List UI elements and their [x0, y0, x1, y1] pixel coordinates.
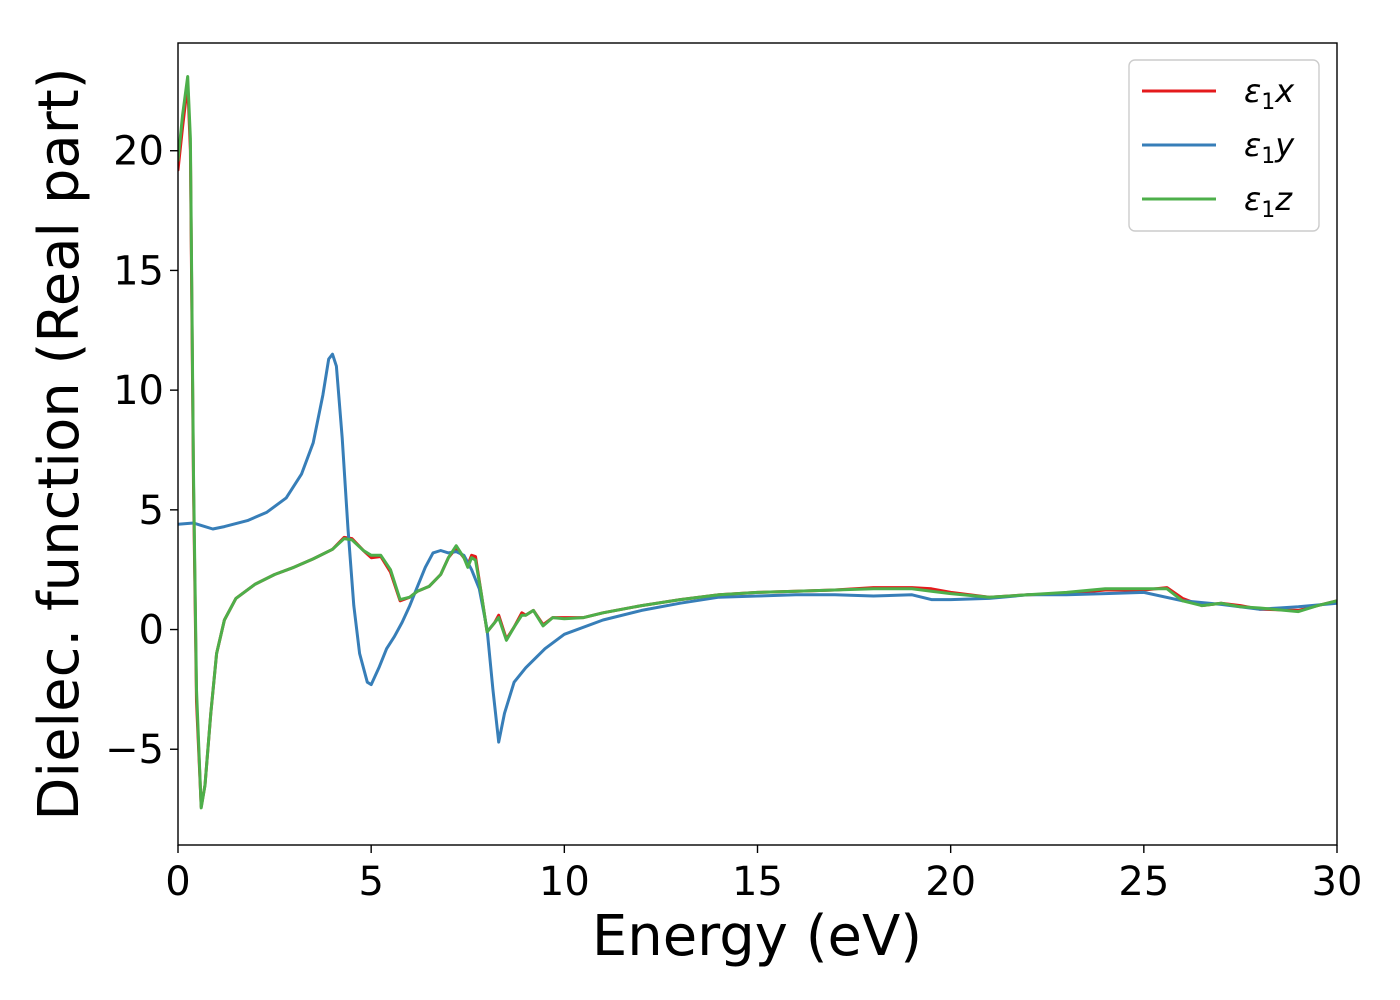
x-tick-label: 0	[165, 859, 190, 905]
series-line-y	[178, 352, 1337, 744]
x-tick-label: 20	[925, 859, 976, 905]
y-tick-label: −5	[105, 727, 164, 773]
y-tick-label: 10	[113, 368, 164, 414]
y-axis-ticks: −5 0 5 10 15 20	[105, 129, 178, 773]
y-tick-label: 5	[139, 488, 164, 534]
y-tick-label: 0	[139, 608, 164, 654]
y-tick-label: 15	[113, 248, 164, 294]
x-axis-ticks: 0 5 10 15 20 25 30	[165, 845, 1362, 905]
series-lines	[178, 75, 1337, 810]
y-tick-label: 20	[113, 129, 164, 175]
x-tick-label: 30	[1312, 859, 1363, 905]
x-axis-label: Energy (eV)	[592, 904, 922, 969]
x-tick-label: 25	[1118, 859, 1169, 905]
legend-label-z: ε1z	[1244, 180, 1293, 223]
legend-box	[1128, 59, 1320, 232]
series-line-z	[178, 75, 1337, 810]
y-axis-label: Dielec. function (Real part)	[27, 67, 92, 820]
x-tick-label: 10	[539, 859, 590, 905]
legend-label-y: ε1y	[1244, 126, 1295, 169]
legend-label-x: ε1x	[1244, 72, 1295, 115]
x-tick-label: 15	[732, 859, 783, 905]
legend: ε1x ε1y ε1z	[1128, 59, 1320, 232]
x-tick-label: 5	[358, 859, 383, 905]
